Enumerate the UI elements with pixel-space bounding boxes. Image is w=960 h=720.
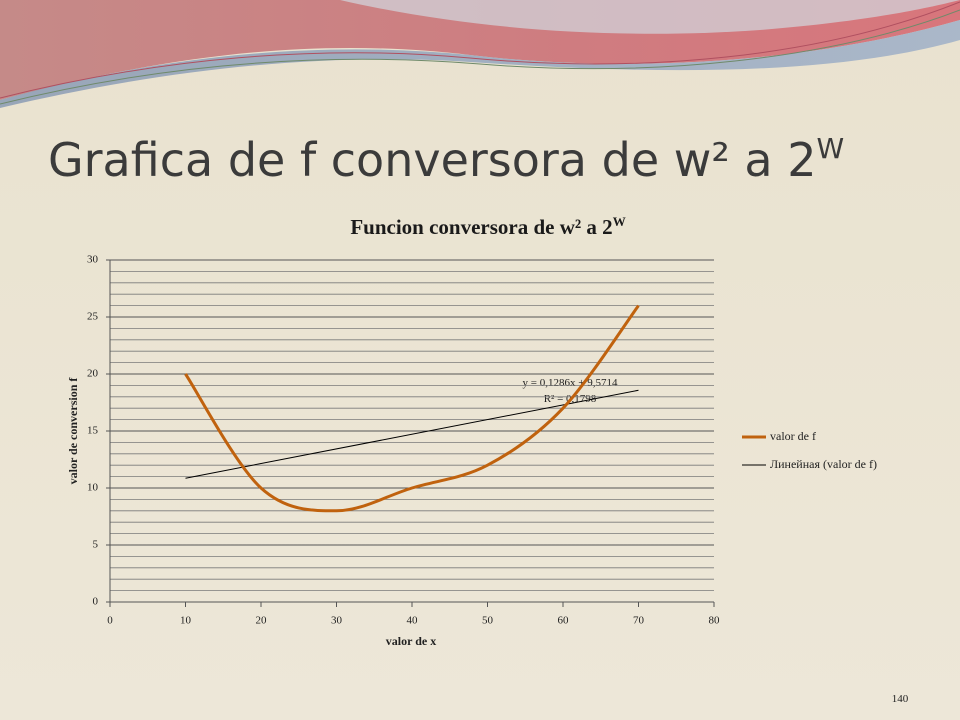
slide-title-text: Grafica de f conversora de w² a 2 — [48, 133, 817, 187]
chart-title: Funcion conversora de w² a 2W — [350, 214, 625, 239]
y-tick-label: 15 — [87, 425, 99, 437]
chart-title-sup: W — [613, 214, 626, 229]
slide-title: Grafica de f conversora de w² a 2W — [48, 132, 844, 187]
trend-equation: y = 0,1286x + 9,5714 — [523, 377, 618, 389]
x-tick-label: 20 — [256, 615, 268, 627]
legend-label: valor de f — [770, 429, 816, 443]
slide-title-sup: W — [817, 132, 845, 165]
page-number: 140 — [892, 693, 909, 705]
x-tick-label: 80 — [709, 615, 721, 627]
y-axis-label: valor de conversion f — [66, 377, 80, 485]
x-tick-label: 0 — [107, 615, 113, 627]
x-tick-label: 60 — [558, 615, 570, 627]
x-tick-label: 70 — [633, 615, 645, 627]
y-tick-label: 0 — [93, 596, 99, 608]
chart-title-text: Funcion conversora de w² a 2 — [350, 215, 612, 239]
y-tick-label: 30 — [87, 254, 99, 266]
series-line — [184, 304, 640, 513]
decoration — [0, 0, 960, 108]
grid: 0 5 10 15 20 25 30 0 10 20 30 40 50 60 70 80 — [87, 254, 720, 627]
y-tick-label: 10 — [87, 482, 99, 494]
y-tick-label: 20 — [87, 368, 99, 380]
x-axis-label: valor de x — [386, 634, 436, 648]
plot: valor de f Линейная (valor de f) — [184, 304, 877, 513]
legend-label: Линейная (valor de f) — [770, 457, 877, 471]
x-tick-label: 30 — [331, 615, 343, 627]
x-tick-label: 40 — [407, 615, 419, 627]
y-tick-label: 5 — [93, 539, 99, 551]
trendline — [185, 389, 639, 479]
x-tick-label: 10 — [180, 615, 192, 627]
y-tick-label: 25 — [87, 311, 99, 323]
x-tick-label: 50 — [482, 615, 494, 627]
